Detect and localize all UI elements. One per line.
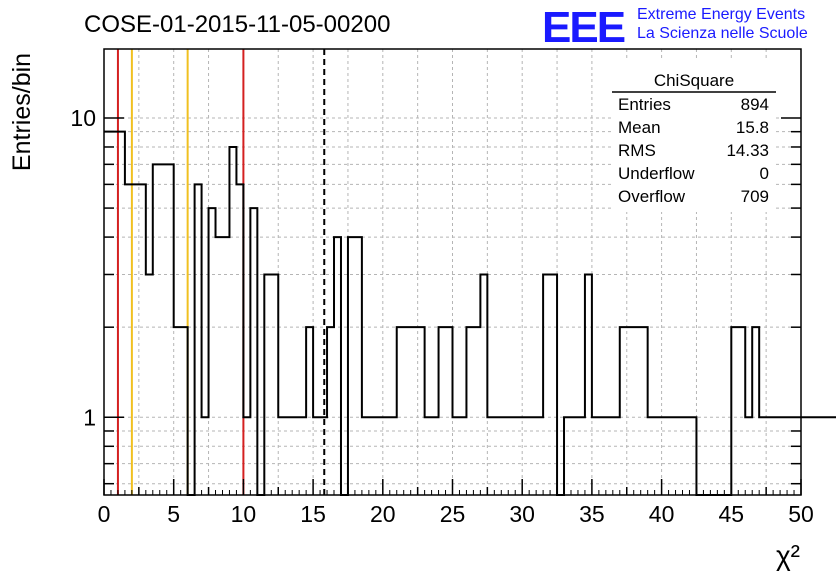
logo-line-2: La Scienza nelle Scuole <box>637 25 808 42</box>
threshold-lines <box>116 49 326 495</box>
x-tick-label: 0 <box>98 501 111 527</box>
stats-value-underflow: 0 <box>760 164 769 183</box>
stats-value-entries: 894 <box>741 95 769 114</box>
logo-mark: EEE <box>542 3 625 52</box>
stats-box: ChiSquare Entries 894 Mean 15.8 RMS 14.3… <box>612 60 776 212</box>
x-tick-label: 45 <box>719 501 745 527</box>
x-tick-label: 40 <box>649 501 675 527</box>
stats-value-rms: 14.33 <box>726 141 769 160</box>
stats-label-rms: RMS <box>618 141 656 160</box>
eee-logo: EEE Extreme Energy Events La Scienza nel… <box>542 3 808 52</box>
x-tick-label: 10 <box>231 501 257 527</box>
x-tick-label: 15 <box>300 501 326 527</box>
y-tick-labels: 1 10 <box>70 105 96 430</box>
y-axis-label: Entries/bin <box>8 53 36 171</box>
stats-value-mean: 15.8 <box>736 118 769 137</box>
stats-label-entries: Entries <box>618 95 671 114</box>
stats-label-overflow: Overflow <box>618 187 686 206</box>
stats-label-underflow: Underflow <box>618 164 695 183</box>
y-tick-label: 10 <box>70 105 96 131</box>
x-tick-labels: 0 5 10 15 20 25 30 35 40 45 50 <box>98 501 814 527</box>
stats-value-overflow: 709 <box>741 187 769 206</box>
x-tick-label: 30 <box>509 501 535 527</box>
stats-box-title: ChiSquare <box>654 71 734 90</box>
x-tick-label: 20 <box>370 501 396 527</box>
x-tick-label: 25 <box>440 501 466 527</box>
x-tick-label: 35 <box>579 501 605 527</box>
x-tick-label: 5 <box>167 501 180 527</box>
axis-ticks <box>103 117 802 495</box>
run-title: COSE-01-2015-11-05-00200 <box>84 11 390 38</box>
x-tick-label: 50 <box>788 501 814 527</box>
stats-rows: Entries 894 Mean 15.8 RMS 14.33 Underflo… <box>618 95 769 206</box>
stats-label-mean: Mean <box>618 118 661 137</box>
y-tick-label: 1 <box>83 404 96 430</box>
stats-box-background <box>612 60 776 212</box>
x-axis-label: χ² <box>776 540 800 571</box>
logo-line-1: Extreme Energy Events <box>637 6 805 23</box>
